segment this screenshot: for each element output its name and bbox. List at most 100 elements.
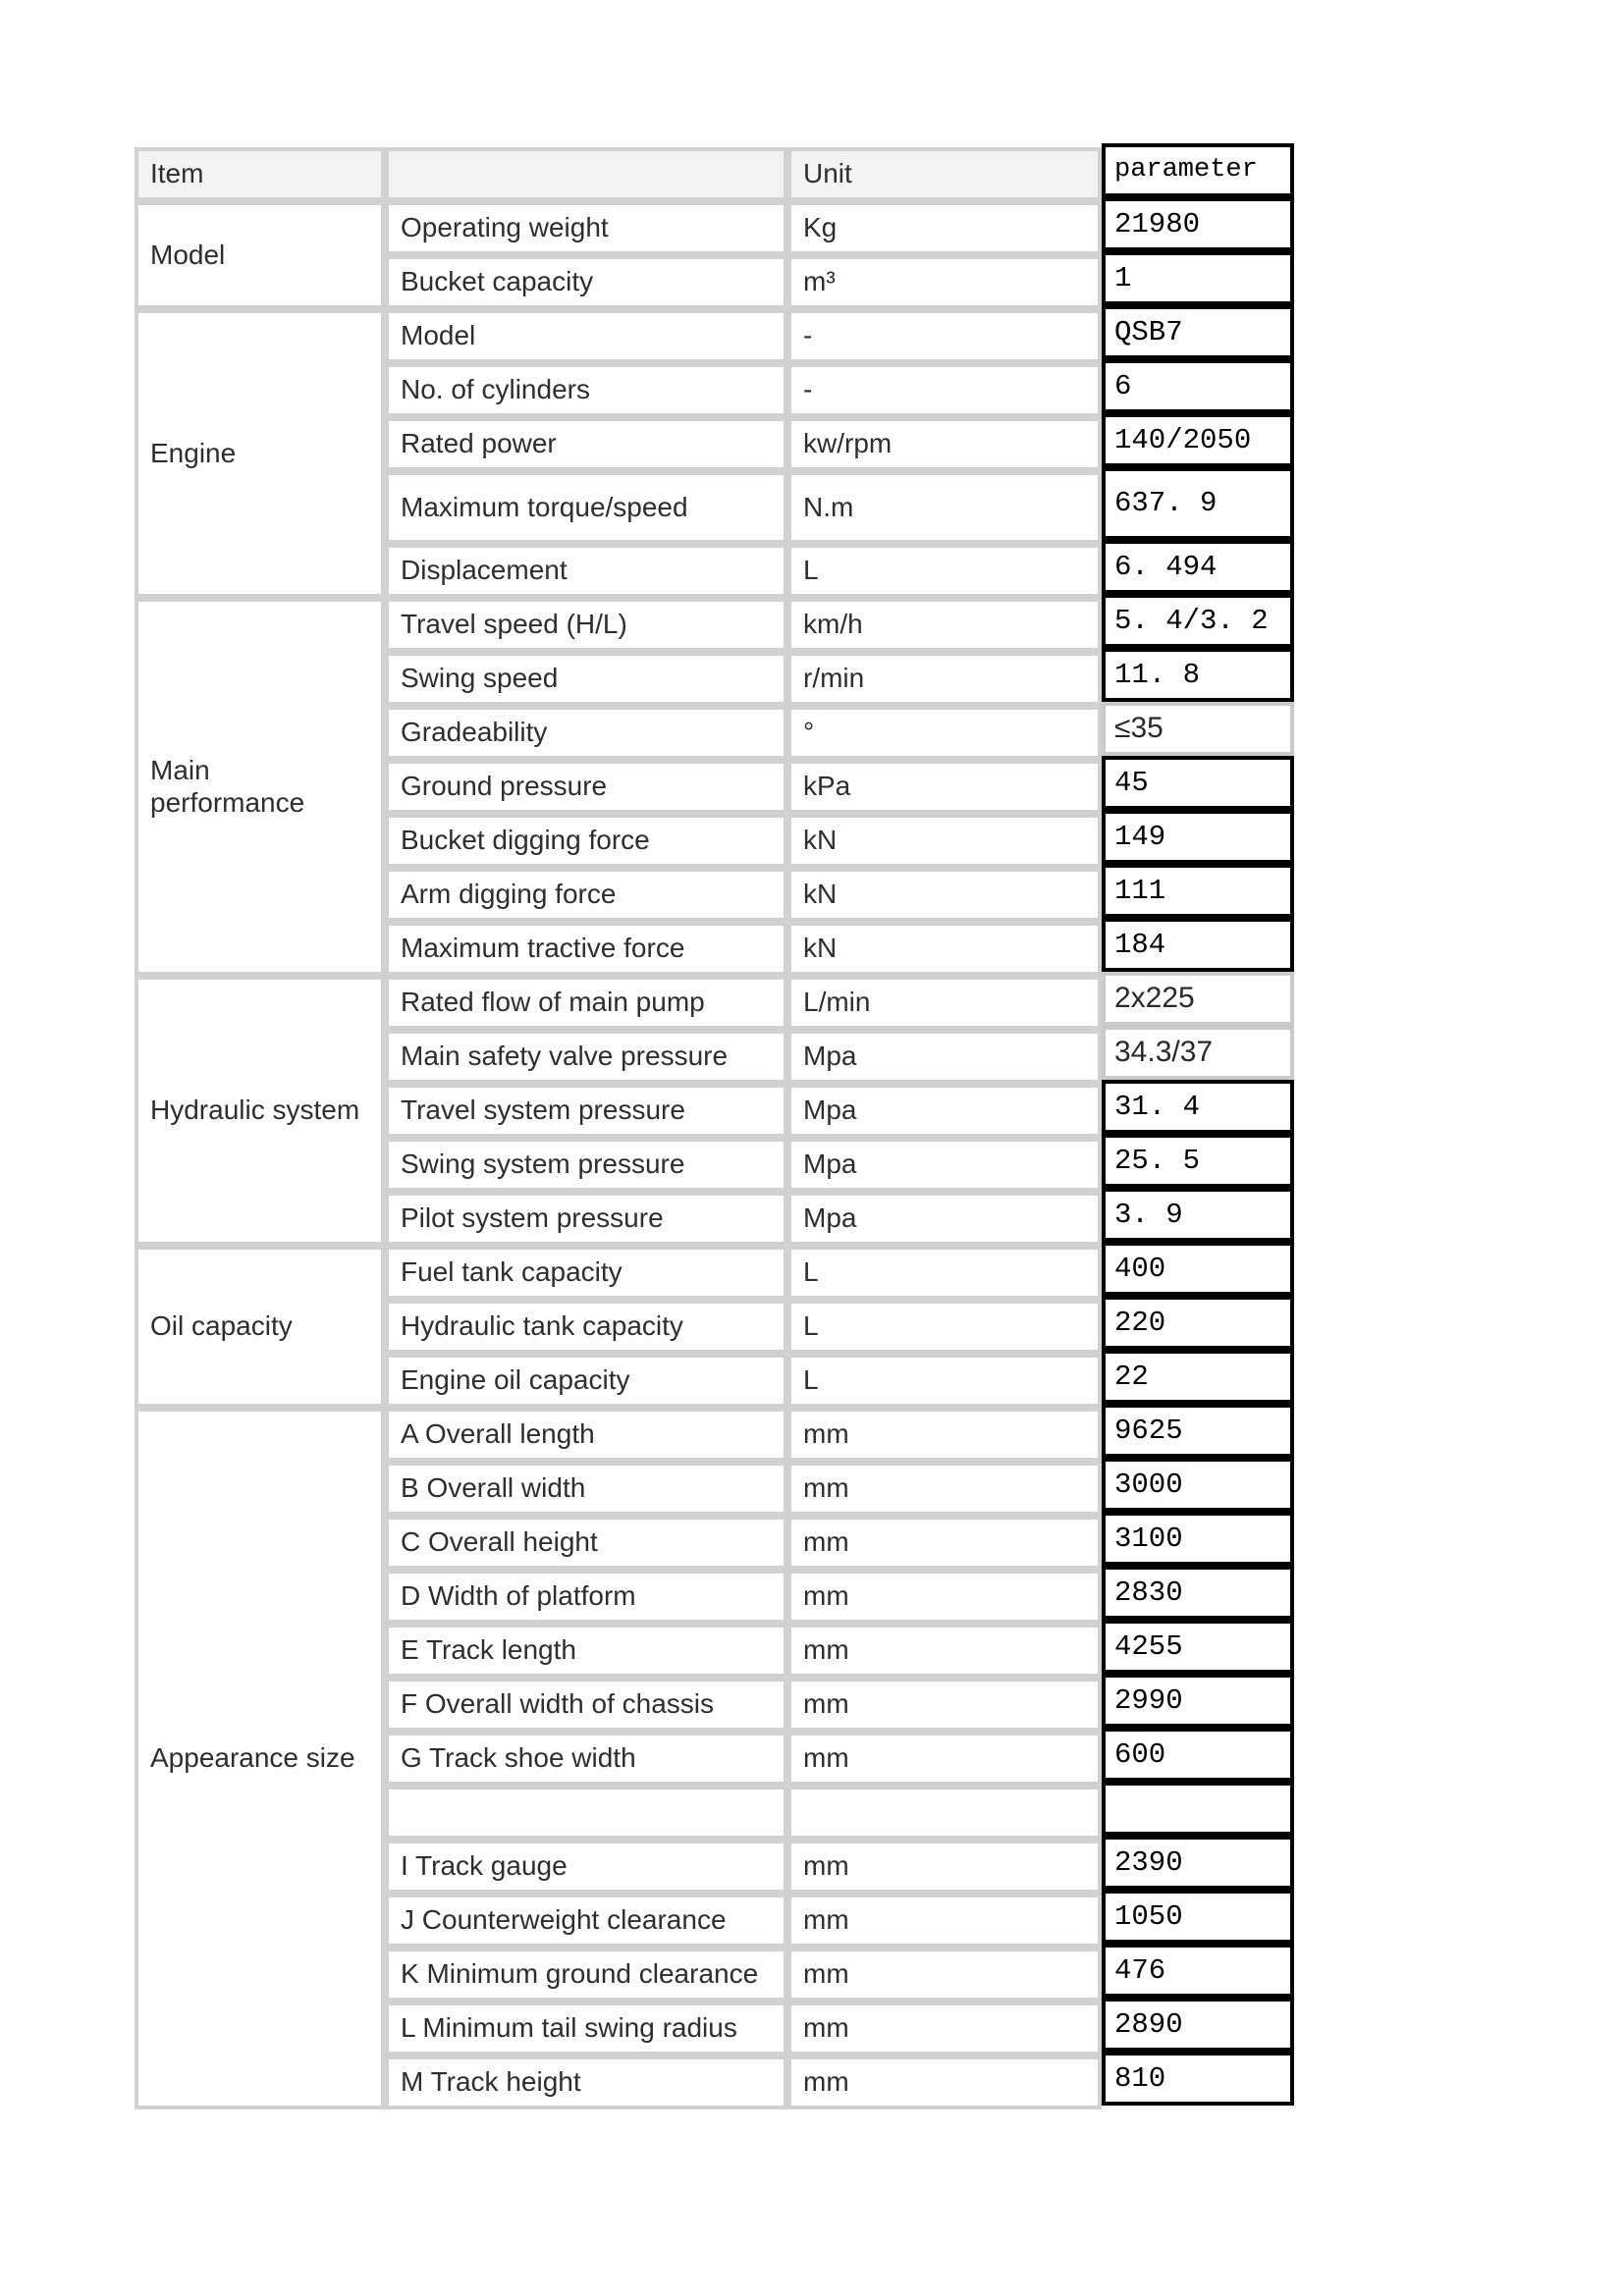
header-parameter: parameter [1102, 143, 1294, 197]
spec-unit-cell: L [787, 1246, 1102, 1300]
spec-unit-cell: kPa [787, 760, 1102, 814]
table-row: Model Operating weight Kg 21980 [135, 197, 1294, 309]
group-label: Main performance [150, 755, 305, 818]
table-row: M Track height mm 810 [135, 2052, 1294, 2109]
spec-name-cell: Swing speed [385, 652, 787, 706]
spec-name-cell: Engine oil capacity [385, 1354, 787, 1408]
spec-value-cell: 149 [1102, 810, 1294, 864]
spec-value-cell: 6. 494 [1102, 540, 1294, 594]
header-unit: Unit [787, 147, 1102, 201]
spec-value-cell: 2990 [1102, 1674, 1294, 1728]
spec-unit-cell: - [787, 309, 1102, 363]
header-item: Item [135, 147, 385, 201]
group-label: Hydraulic system [150, 1095, 360, 1126]
spec-unit-cell: mm [787, 1516, 1102, 1570]
table-row: D Width of platform mm 2830 [135, 1566, 1294, 1624]
header-row: Item Unit parameter [135, 143, 1294, 201]
table-row: C Overall height mm 3100 [135, 1512, 1294, 1570]
spec-name-cell: Model [385, 309, 787, 363]
spec-name-cell: Displacement [385, 544, 787, 598]
spec-unit-cell: Mpa [787, 1138, 1102, 1192]
group-label-cell: Main performance [135, 598, 385, 976]
spec-value-cell: 2x225 [1102, 972, 1294, 1026]
table-row: Main safety valve pressure Mpa 34.3/37 [135, 1026, 1294, 1084]
spec-name-cell: No. of cylinders [385, 363, 787, 417]
spec-unit-cell: mm [787, 1462, 1102, 1516]
spec-value-cell: 2890 [1102, 1998, 1294, 2052]
spec-name-cell: Maximum tractive force [385, 922, 787, 976]
spec-value-cell: 2830 [1102, 1566, 1294, 1620]
table-row: L Minimum tail swing radius mm 2890 [135, 1998, 1294, 2056]
spec-name-cell: Fuel tank capacity [385, 1246, 787, 1300]
spec-value-cell: 45 [1102, 756, 1294, 810]
spec-name-cell: D Width of platform [385, 1570, 787, 1624]
table-row [135, 1782, 1294, 1840]
spec-value-cell: 11. 8 [1102, 648, 1294, 702]
spec-unit-cell: Kg [787, 201, 1102, 255]
spec-unit-cell [787, 1786, 1102, 1840]
spec-value-cell: 34.3/37 [1102, 1026, 1294, 1080]
table-row: Bucket capacity m³ 1 [135, 251, 1294, 309]
table-row: Engine Model - QSB7 [135, 305, 1294, 598]
spec-unit-cell: mm [787, 1624, 1102, 1678]
spec-unit-cell: kw/rpm [787, 417, 1102, 471]
spec-unit-cell: mm [787, 2002, 1102, 2056]
spec-unit-cell: mm [787, 1408, 1102, 1462]
spec-table: Item Unit parameter Model Operating weig… [135, 143, 1294, 2109]
spec-name-cell: J Counterweight clearance [385, 1894, 787, 1948]
spec-unit-cell: mm [787, 1678, 1102, 1732]
spec-name-cell: Gradeability [385, 706, 787, 760]
table-row: Displacement L 6. 494 [135, 540, 1294, 598]
group-label: Model [150, 239, 226, 270]
spec-unit-cell: L [787, 1300, 1102, 1354]
spec-unit-cell: Mpa [787, 1084, 1102, 1138]
spec-value-cell: 2390 [1102, 1836, 1294, 1890]
spec-value-cell [1102, 1782, 1294, 1836]
spec-value-cell: 400 [1102, 1242, 1294, 1296]
spec-value-cell: 810 [1102, 2052, 1294, 2106]
spec-value-cell: 600 [1102, 1728, 1294, 1782]
table-row: K Minimum ground clearance mm 476 [135, 1944, 1294, 2002]
spec-unit-cell: Mpa [787, 1192, 1102, 1246]
group-label-cell: Appearance size [135, 1408, 385, 2109]
spec-unit-cell: kN [787, 868, 1102, 922]
table-row: No. of cylinders - 6 [135, 359, 1294, 417]
spec-unit-cell: mm [787, 1948, 1102, 2002]
spec-name-cell: A Overall length [385, 1408, 787, 1462]
spec-unit-cell: m³ [787, 255, 1102, 309]
spec-value-cell: 184 [1102, 918, 1294, 972]
spec-unit-cell: kN [787, 814, 1102, 868]
spec-value-cell: QSB7 [1102, 305, 1294, 359]
spec-unit-cell: L [787, 544, 1102, 598]
table-row: Bucket digging force kN 149 [135, 810, 1294, 868]
spec-value-cell: 22 [1102, 1350, 1294, 1404]
spec-unit-cell: r/min [787, 652, 1102, 706]
spec-unit-cell: Mpa [787, 1030, 1102, 1084]
table-row: Swing system pressure Mpa 25. 5 [135, 1134, 1294, 1192]
spec-value-cell: 25. 5 [1102, 1134, 1294, 1188]
spec-value-cell: 1 [1102, 251, 1294, 305]
spec-name-cell: Ground pressure [385, 760, 787, 814]
spec-sheet: Item Unit parameter Model Operating weig… [135, 143, 1294, 2109]
table-row: Hydraulic system Rated flow of main pump… [135, 972, 1294, 1246]
table-row: Main performance Travel speed (H/L) km/h… [135, 594, 1294, 976]
spec-unit-cell: mm [787, 2056, 1102, 2109]
spec-value-cell: 637. 9 [1102, 467, 1294, 540]
spec-value-cell: 31. 4 [1102, 1080, 1294, 1134]
table-row: Appearance size A Overall length mm 9625 [135, 1404, 1294, 2109]
table-row: Arm digging force kN 111 [135, 864, 1294, 922]
spec-value-cell: 3100 [1102, 1512, 1294, 1566]
table-row: Swing speed r/min 11. 8 [135, 648, 1294, 706]
table-row: I Track gauge mm 2390 [135, 1836, 1294, 1894]
spec-name-cell: Main safety valve pressure [385, 1030, 787, 1084]
spec-name-cell: Travel system pressure [385, 1084, 787, 1138]
table-row: Engine oil capacity L 22 [135, 1350, 1294, 1408]
spec-name-cell: B Overall width [385, 1462, 787, 1516]
spec-unit-cell: ° [787, 706, 1102, 760]
spec-value-cell: ≤35 [1102, 702, 1294, 756]
spec-name-cell: Travel speed (H/L) [385, 598, 787, 652]
spec-name-cell: Bucket digging force [385, 814, 787, 868]
spec-name-cell: Rated power [385, 417, 787, 471]
group-label-cell: Hydraulic system [135, 976, 385, 1246]
spec-value-cell: 9625 [1102, 1404, 1294, 1458]
